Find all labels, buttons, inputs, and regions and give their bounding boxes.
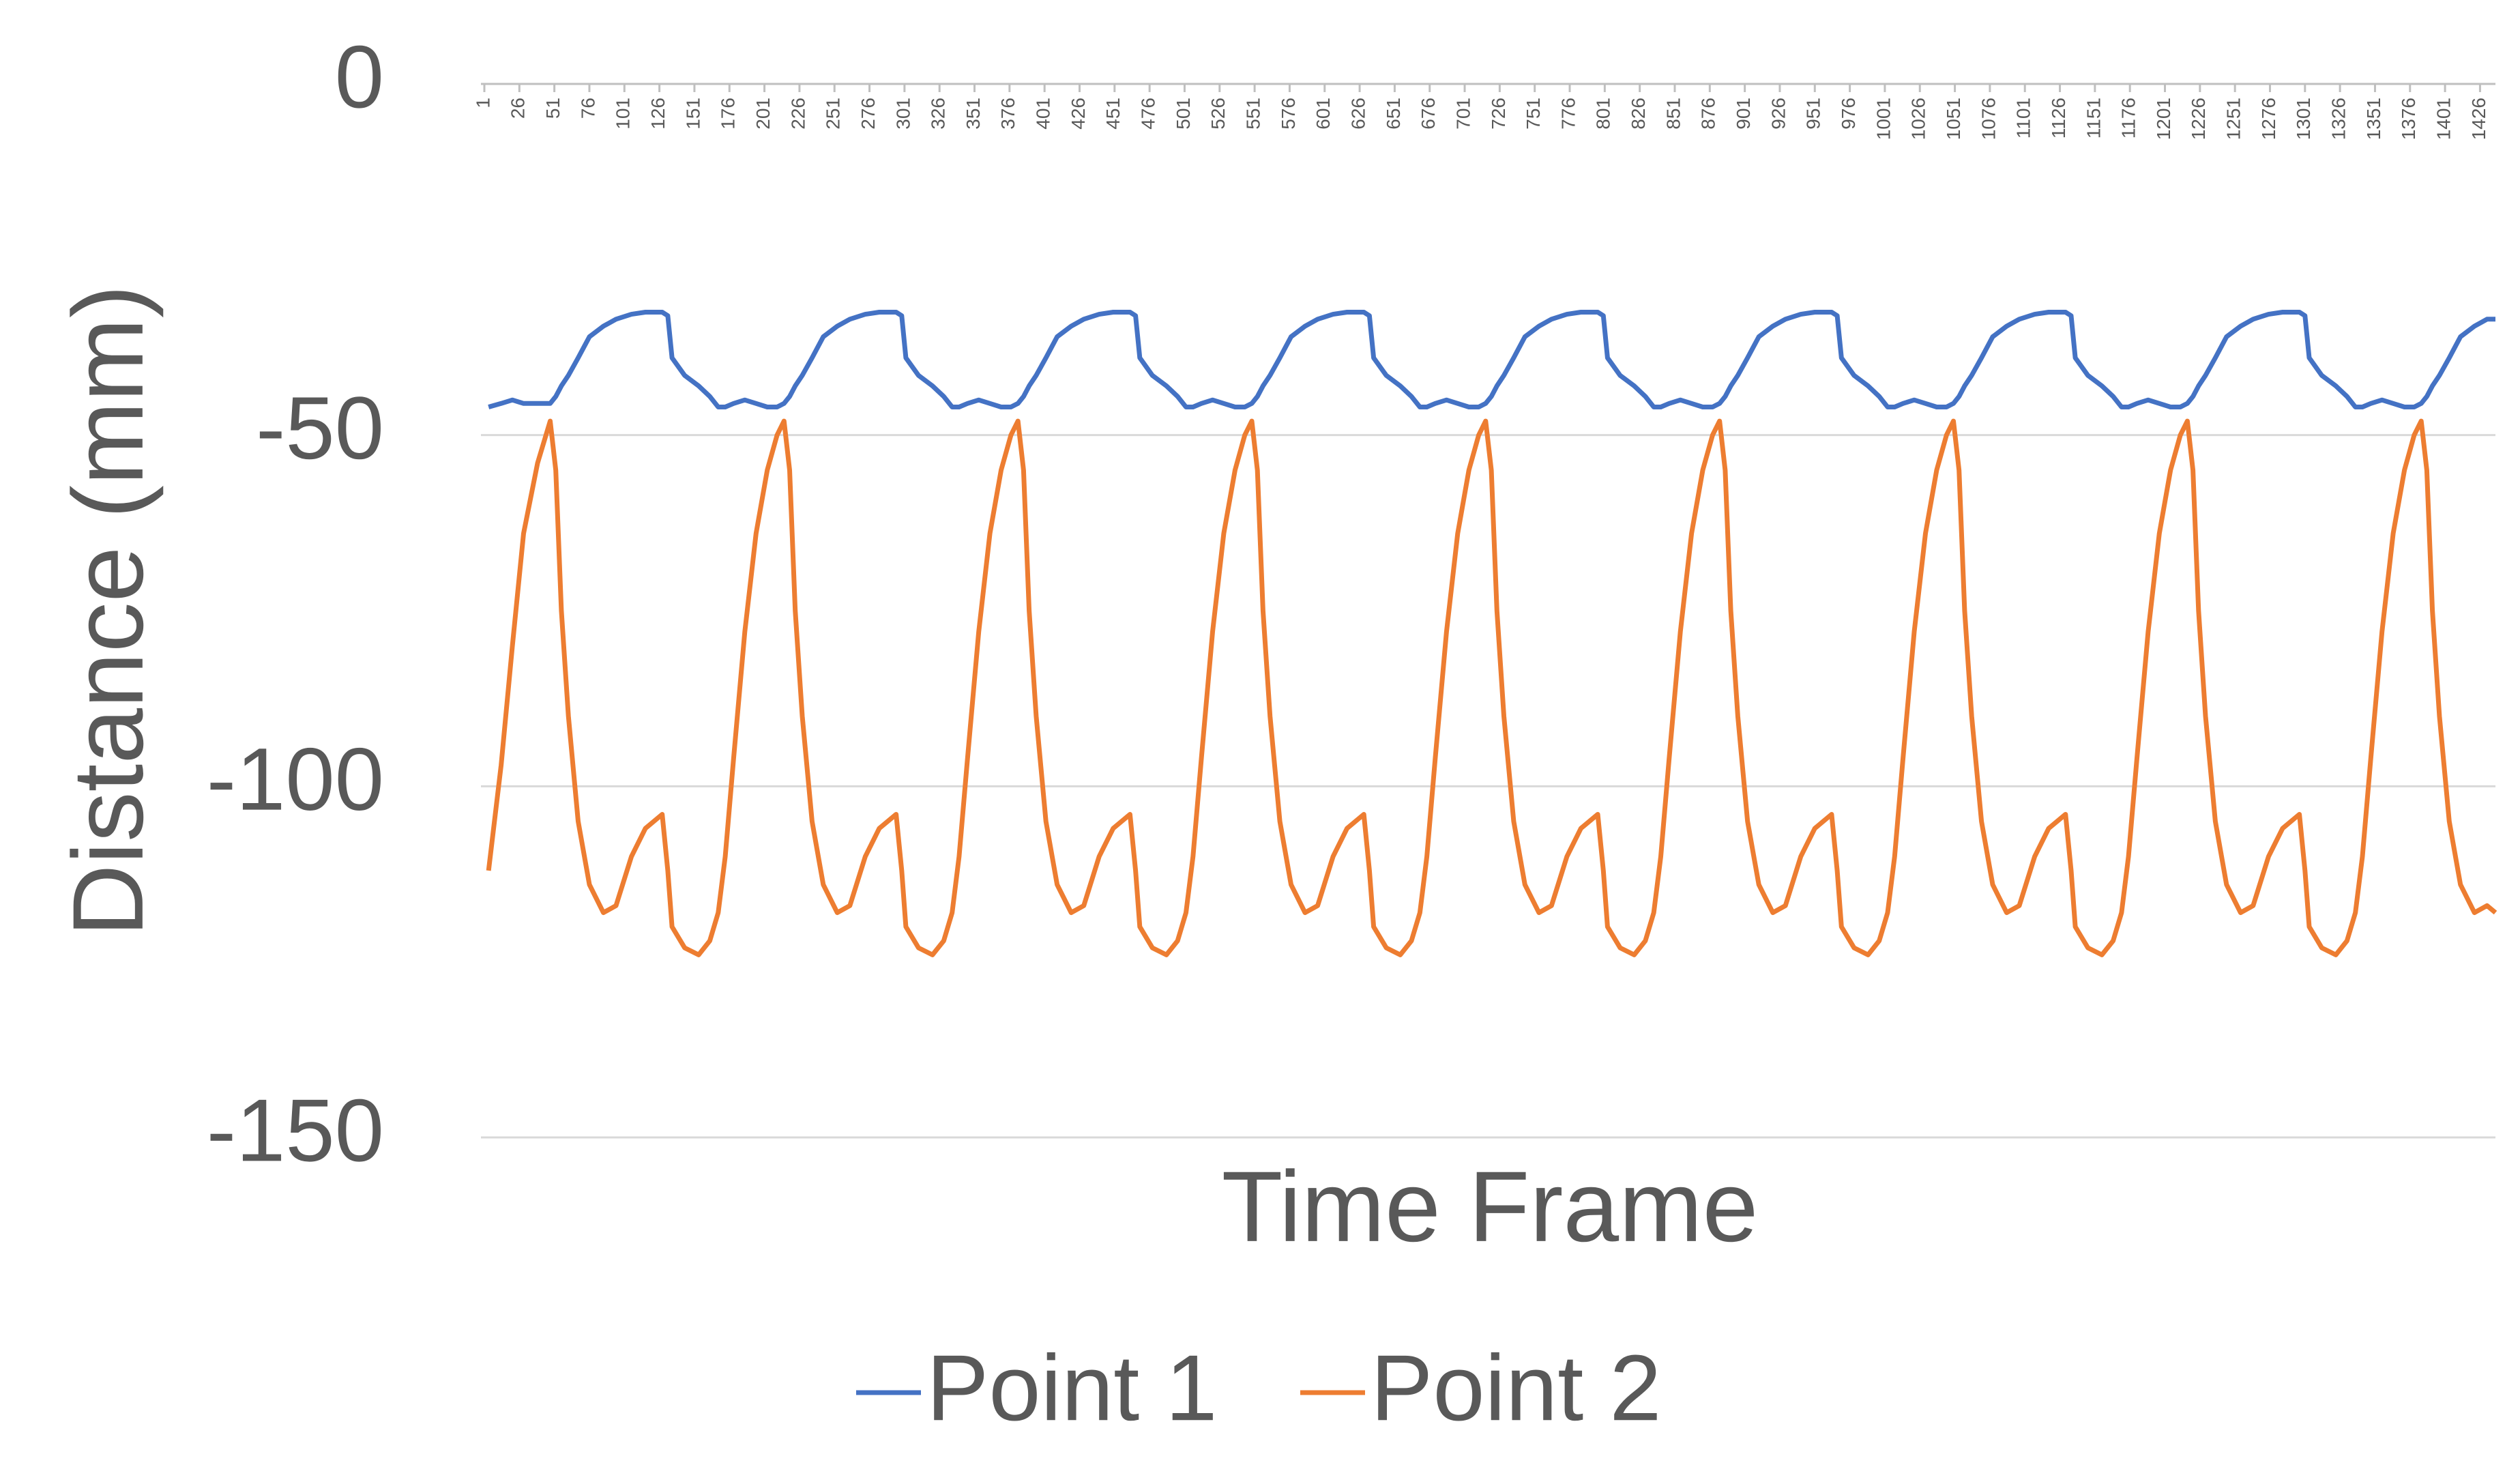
x-tick-label: 76: [577, 98, 598, 119]
x-tick-label: 101: [613, 98, 634, 130]
x-tick-label: 726: [1488, 98, 1509, 130]
x-tick-label: 676: [1418, 98, 1439, 130]
x-tick-label: 826: [1628, 98, 1649, 130]
x-tick-label: 1276: [2258, 98, 2279, 140]
x-tick-label: 1126: [2048, 98, 2069, 139]
x-tick-label: 176: [718, 98, 739, 130]
legend-label: Point 2: [1371, 1336, 1662, 1440]
y-tick-label: -100: [207, 729, 384, 829]
x-tick-label: 526: [1207, 98, 1229, 130]
y-tick-label: -150: [207, 1080, 384, 1180]
x-tick-label: 576: [1278, 98, 1299, 130]
x-tick-label: 401: [1033, 98, 1054, 130]
x-tick-label: 951: [1803, 98, 1824, 130]
x-tick-label: 1176: [2118, 98, 2139, 139]
legend-label: Point 1: [926, 1336, 1218, 1440]
x-tick-label: 801: [1593, 98, 1614, 130]
x-tick-label: 901: [1733, 98, 1754, 130]
x-tick-label: 701: [1452, 98, 1474, 130]
x-tick-label: 426: [1068, 98, 1089, 130]
x-tick-label: 1426: [2468, 98, 2489, 140]
x-tick-label: 1226: [2188, 98, 2209, 140]
x-tick-label: 251: [823, 98, 844, 130]
x-tick-label: 276: [858, 98, 879, 130]
x-tick-label: 1101: [2013, 98, 2034, 139]
x-tick-label: 1201: [2153, 98, 2174, 140]
series-line: [488, 310, 2495, 409]
x-tick-label: 376: [997, 98, 1019, 130]
x-tick-label: 301: [892, 98, 913, 130]
x-tick-label: 1401: [2433, 98, 2454, 140]
y-tick-label: -50: [256, 378, 384, 478]
x-tick-label: 1076: [1978, 98, 1999, 140]
x-tick-label: 976: [1838, 98, 1859, 130]
x-tick-label: 226: [787, 98, 808, 130]
x-tick-label: 51: [542, 98, 563, 119]
x-axis-title: Time Frame: [1222, 1151, 1759, 1263]
y-axis-title: Distance (mm): [53, 285, 164, 937]
x-tick-label: 651: [1383, 98, 1404, 130]
x-tick-label: 776: [1557, 98, 1579, 130]
x-tick-label: 876: [1698, 98, 1719, 130]
x-tick-label: 201: [752, 98, 774, 130]
x-tick-label: 326: [928, 98, 949, 130]
y-tick-label: 0: [335, 27, 384, 126]
x-tick-label: 1251: [2223, 98, 2244, 140]
x-tick-label: 626: [1347, 98, 1368, 130]
x-tick-label: 476: [1138, 98, 1159, 130]
x-tick-label: 501: [1173, 98, 1194, 130]
x-tick-label: 1151: [2083, 98, 2104, 139]
x-tick-label: 1001: [1873, 98, 1894, 140]
x-tick-label: 126: [647, 98, 669, 130]
x-tick-label: 851: [1662, 98, 1684, 130]
x-tick-label: 451: [1102, 98, 1124, 130]
x-tick-label: 1376: [2398, 98, 2419, 140]
x-tick-label: 26: [508, 98, 529, 119]
series-line: [486, 418, 2497, 957]
x-tick-label: 601: [1313, 98, 1334, 130]
x-tick-label: 1301: [2293, 98, 2314, 140]
x-tick-label: 351: [963, 98, 984, 130]
x-tick-label: 926: [1768, 98, 1789, 130]
x-tick-label: 1051: [1943, 98, 1964, 140]
x-tick-label: 1: [472, 98, 493, 108]
x-tick-label: 151: [682, 98, 703, 130]
x-tick-label: 551: [1242, 98, 1263, 130]
x-tick-label: 1326: [2328, 98, 2349, 140]
x-tick-label: 751: [1523, 98, 1544, 130]
x-tick-label: 1351: [2363, 98, 2384, 140]
x-tick-label: 1026: [1908, 98, 1929, 140]
